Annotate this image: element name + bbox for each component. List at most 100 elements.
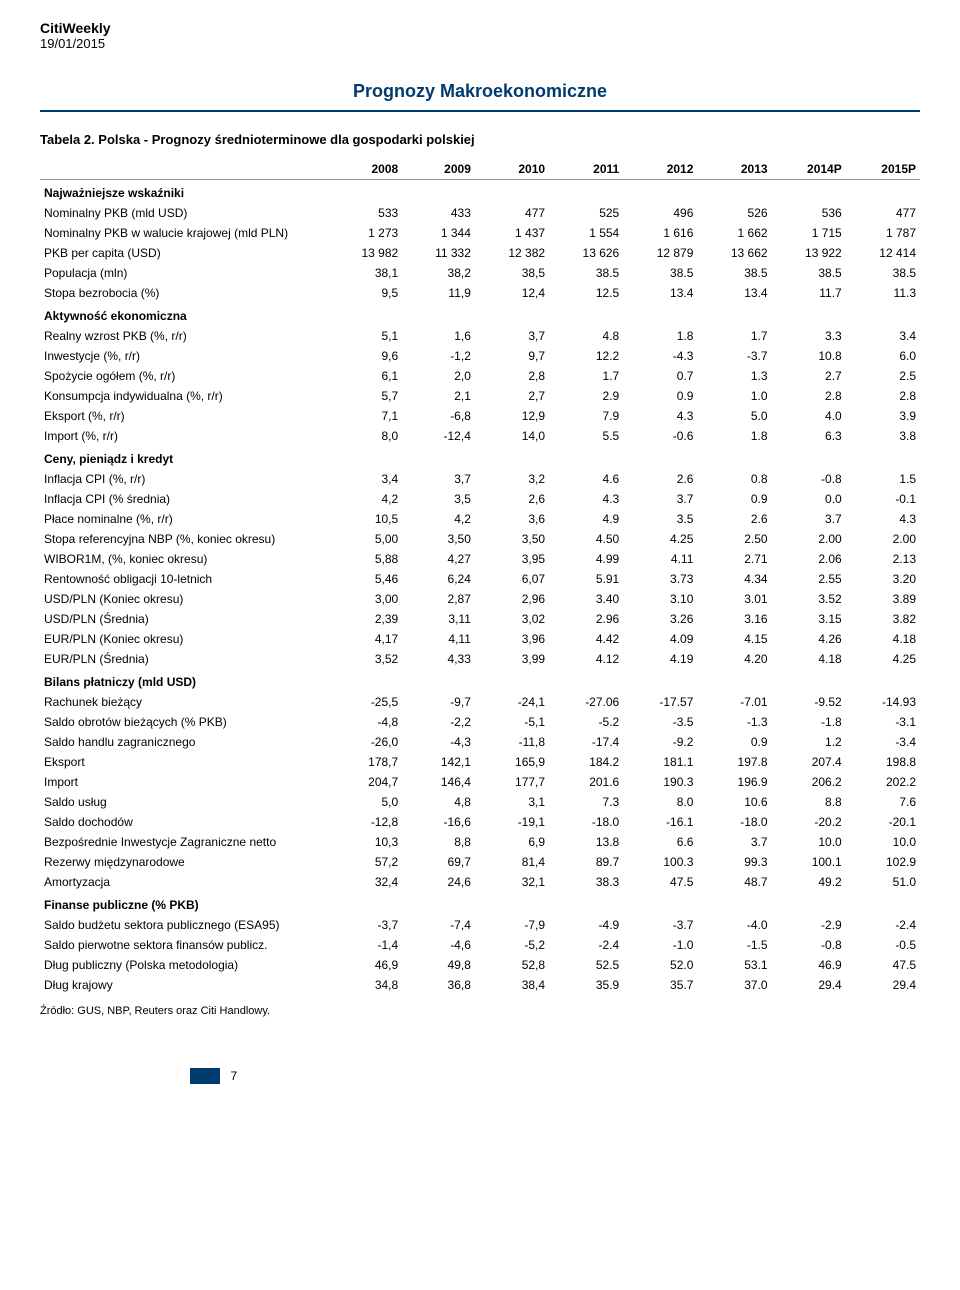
table-row: Spożycie ogółem (%, r/r)6,12,02,81.70.71… [40,366,920,386]
cell-value: 49.2 [772,872,846,892]
cell-value: 13.4 [697,283,771,303]
cell-value [402,669,475,692]
row-label: WIBOR1M, (%, koniec okresu) [40,549,328,569]
cell-value: 1 344 [402,223,475,243]
row-label: Inflacja CPI (% średnia) [40,489,328,509]
cell-value: -17.4 [549,732,623,752]
table-row: Konsumpcja indywidualna (%, r/r)5,72,12,… [40,386,920,406]
cell-value [402,180,475,204]
cell-value [772,180,846,204]
cell-value: 3.15 [772,609,846,629]
cell-value: 4.3 [846,509,920,529]
cell-value [846,892,920,915]
col-year: 2013 [697,159,771,180]
row-label: Saldo usług [40,792,328,812]
cell-value: 196.9 [697,772,771,792]
cell-value: 1,6 [402,326,475,346]
cell-value: 10.6 [697,792,771,812]
cell-value: 12 382 [475,243,549,263]
row-label: EUR/PLN (Średnia) [40,649,328,669]
cell-value: 1.8 [623,326,697,346]
cell-value: 7,1 [328,406,402,426]
cell-value: 1.8 [697,426,771,446]
cell-value: 4.26 [772,629,846,649]
cell-value: 4.11 [623,549,697,569]
cell-value: 1.5 [846,469,920,489]
cell-value: 46.9 [772,955,846,975]
col-year: 2010 [475,159,549,180]
col-year: 2008 [328,159,402,180]
cell-value: -2.9 [772,915,846,935]
cell-value: 13.8 [549,832,623,852]
row-label: Eksport [40,752,328,772]
cell-value: -2.4 [846,915,920,935]
cell-value: 24,6 [402,872,475,892]
cell-value: 181.1 [623,752,697,772]
cell-value: 29.4 [846,975,920,995]
report-brand: CitiWeekly [40,20,920,36]
cell-value: 2,87 [402,589,475,609]
cell-value: 3.73 [623,569,697,589]
cell-value: 13 982 [328,243,402,263]
cell-value: 1 787 [846,223,920,243]
table-row: Saldo usług5,04,83,17.38.010.68.87.6 [40,792,920,812]
cell-value: 477 [846,203,920,223]
cell-value: 4,8 [402,792,475,812]
cell-value: 6.0 [846,346,920,366]
cell-value: 1 616 [623,223,697,243]
cell-value [772,303,846,326]
table-body: Najważniejsze wskaźnikiNominalny PKB (ml… [40,180,920,996]
page-number-wrap: 7 [190,1067,920,1085]
row-label: Inwestycje (%, r/r) [40,346,328,366]
row-label: Płace nominalne (%, r/r) [40,509,328,529]
cell-value: 3,1 [475,792,549,812]
table-row: Inflacja CPI (%, r/r)3,43,73,24.62.60.8-… [40,469,920,489]
cell-value: -18.0 [697,812,771,832]
cell-value: 4.42 [549,629,623,649]
cell-value: 3,96 [475,629,549,649]
cell-value: 533 [328,203,402,223]
cell-value: 38,1 [328,263,402,283]
cell-value: 53.1 [697,955,771,975]
cell-value: 202.2 [846,772,920,792]
table-header-row: 2008200920102011201220132014P2015P [40,159,920,180]
cell-value: 52.0 [623,955,697,975]
cell-value: 6.6 [623,832,697,852]
cell-value [328,892,402,915]
report-date: 19/01/2015 [40,36,920,51]
table-row: EUR/PLN (Średnia)3,524,333,994.124.194.2… [40,649,920,669]
row-label: USD/PLN (Średnia) [40,609,328,629]
cell-value: 37.0 [697,975,771,995]
row-label: Nominalny PKB w walucie krajowej (mld PL… [40,223,328,243]
cell-value: -9.2 [623,732,697,752]
cell-value: -9.52 [772,692,846,712]
cell-value: 1.7 [697,326,771,346]
cell-value: 0.8 [697,469,771,489]
cell-value [772,669,846,692]
page-number-bar [190,1068,220,1084]
cell-value: 1.7 [549,366,623,386]
cell-value: 2.7 [772,366,846,386]
cell-value: -1.0 [623,935,697,955]
cell-value: 5,46 [328,569,402,589]
cell-value [772,446,846,469]
cell-value: 4.8 [549,326,623,346]
cell-value: -17.57 [623,692,697,712]
cell-value: -14.93 [846,692,920,712]
page-number: 7 [230,1069,237,1083]
cell-value: 4,27 [402,549,475,569]
cell-value: 12,4 [475,283,549,303]
cell-value: 178,7 [328,752,402,772]
cell-value: 11.3 [846,283,920,303]
cell-value: -12,4 [402,426,475,446]
cell-value: 2,6 [475,489,549,509]
cell-value: -16,6 [402,812,475,832]
cell-value: 201.6 [549,772,623,792]
cell-value [328,669,402,692]
cell-value: 1 554 [549,223,623,243]
cell-value: 4.3 [623,406,697,426]
cell-value: 1 715 [772,223,846,243]
table-row: Nominalny PKB (mld USD)53343347752549652… [40,203,920,223]
cell-value: 13 662 [697,243,771,263]
cell-value: 198.8 [846,752,920,772]
